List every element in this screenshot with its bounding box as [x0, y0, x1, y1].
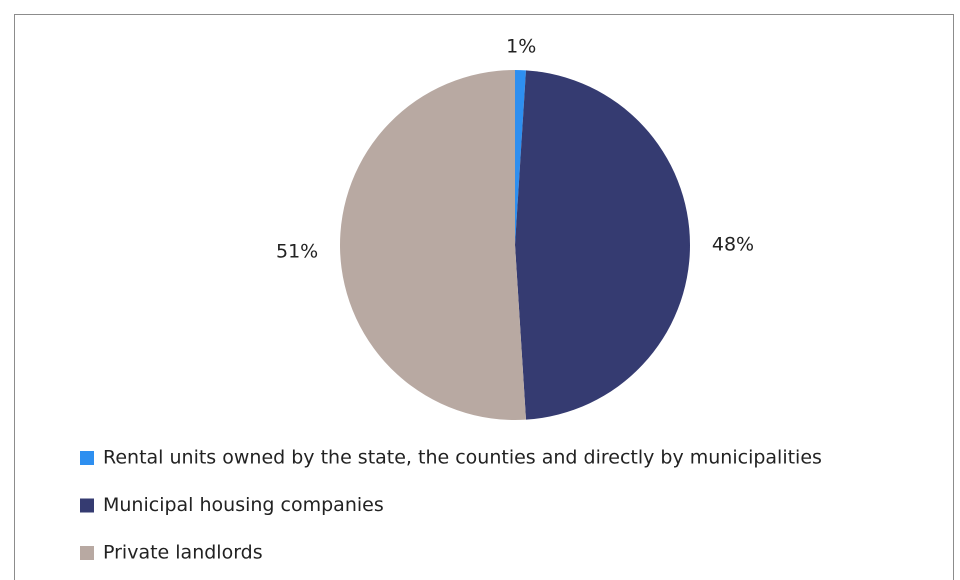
pie-slice	[515, 70, 526, 245]
data-label: 48%	[712, 234, 754, 256]
pie-slice	[515, 70, 690, 420]
data-label: 51%	[276, 240, 318, 262]
legend-label: Rental units owned by the state, the cou…	[103, 447, 822, 469]
legend-label: Private landlords	[103, 542, 263, 564]
legend-swatch	[80, 498, 94, 513]
legend-swatch	[80, 546, 94, 560]
chart-border	[14, 14, 954, 580]
legend-swatch	[80, 451, 94, 465]
pie-slice	[339, 70, 526, 420]
legend-label: Municipal housing companies	[103, 494, 384, 516]
data-label: 1%	[506, 36, 536, 58]
